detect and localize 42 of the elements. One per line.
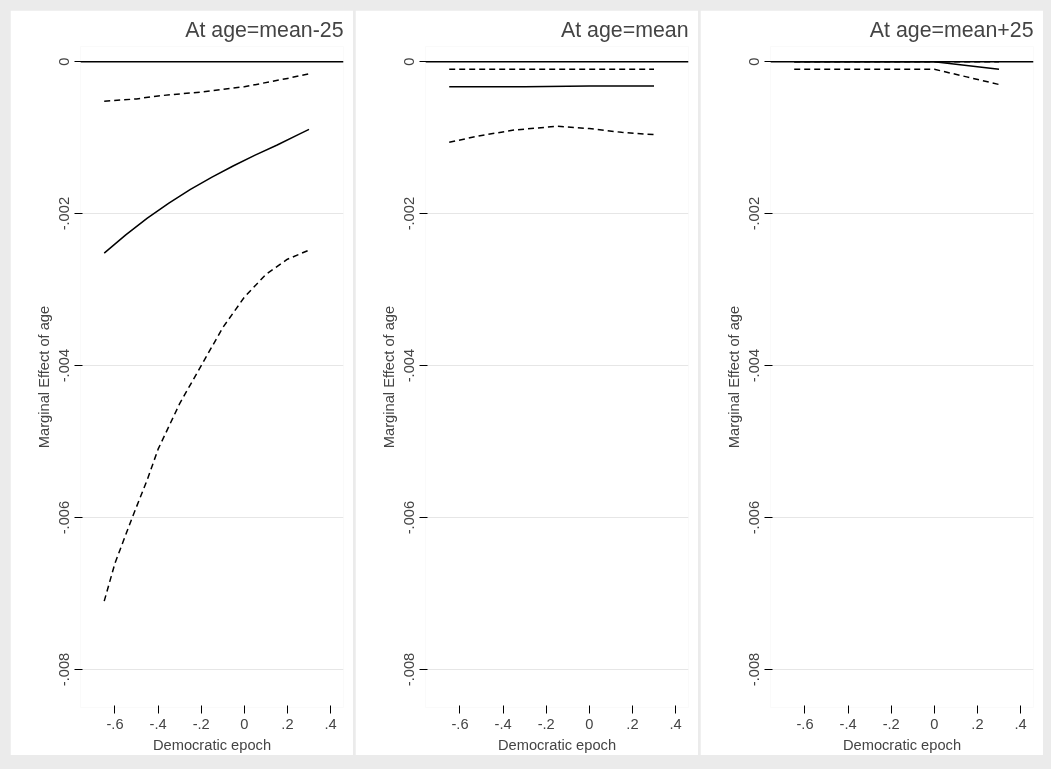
y-tick-label: 0 bbox=[746, 57, 763, 66]
x-tick-label: .4 bbox=[669, 715, 682, 732]
chart-title: At age=mean+25 bbox=[869, 17, 1034, 42]
x-tick-label: .2 bbox=[281, 715, 294, 732]
chart-title: At age=mean-25 bbox=[185, 17, 344, 42]
x-tick-label: -.4 bbox=[839, 715, 857, 732]
y-tick-label: -.004 bbox=[401, 348, 418, 383]
x-tick-label: -.4 bbox=[494, 715, 512, 732]
y-tick-label: -.008 bbox=[401, 652, 418, 687]
x-tick-label: -.6 bbox=[796, 715, 814, 732]
y-tick-label: -.002 bbox=[746, 196, 763, 231]
x-tick-label: .2 bbox=[626, 715, 639, 732]
x-tick-label: 0 bbox=[585, 715, 594, 732]
y-tick-label: 0 bbox=[401, 57, 418, 66]
y-tick-label: -.002 bbox=[56, 196, 73, 231]
x-tick-label: -.2 bbox=[192, 715, 210, 732]
y-tick-label: -.008 bbox=[746, 652, 763, 687]
x-tick-label: -.2 bbox=[882, 715, 900, 732]
y-tick-label: -.006 bbox=[401, 500, 418, 535]
y-tick-label: -.002 bbox=[401, 196, 418, 231]
x-axis-title: Democratic epoch bbox=[152, 736, 272, 753]
x-axis-title: Democratic epoch bbox=[842, 736, 962, 753]
chart-title: At age=mean bbox=[561, 17, 689, 42]
x-axis-title: Democratic epoch bbox=[497, 736, 617, 753]
x-tick-label: -.4 bbox=[149, 715, 167, 732]
x-tick-label: .4 bbox=[1014, 715, 1027, 732]
x-tick-label: -.2 bbox=[537, 715, 555, 732]
y-axis-title: Marginal Effect of age bbox=[725, 305, 742, 449]
y-tick-label: -.006 bbox=[56, 500, 73, 535]
x-tick-label: .4 bbox=[324, 715, 337, 732]
x-tick-label: -.6 bbox=[451, 715, 469, 732]
x-tick-label: -.6 bbox=[106, 715, 124, 732]
y-tick-label: 0 bbox=[56, 57, 73, 66]
y-tick-label: -.006 bbox=[746, 500, 763, 535]
x-tick-label: 0 bbox=[240, 715, 249, 732]
y-axis-title: Marginal Effect of age bbox=[35, 305, 52, 449]
y-tick-label: -.008 bbox=[56, 652, 73, 687]
x-tick-label: 0 bbox=[930, 715, 939, 732]
y-tick-label: -.004 bbox=[746, 348, 763, 383]
x-tick-label: .2 bbox=[971, 715, 984, 732]
y-tick-label: -.004 bbox=[56, 348, 73, 383]
y-axis-title: Marginal Effect of age bbox=[380, 305, 397, 449]
